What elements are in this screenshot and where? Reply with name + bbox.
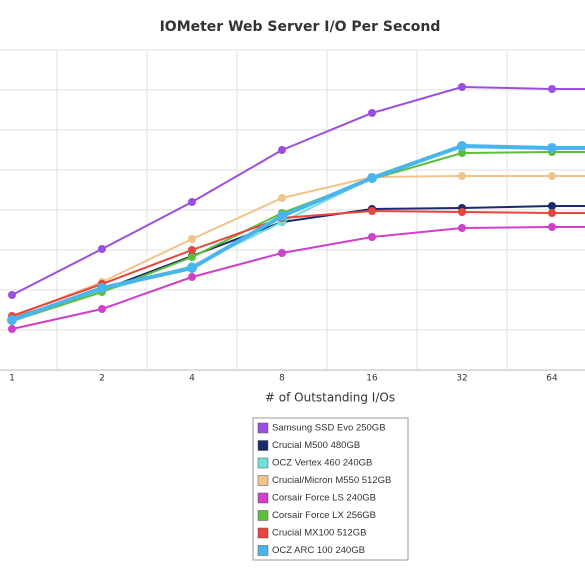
- data-point: [367, 173, 377, 183]
- data-point: [188, 253, 196, 261]
- data-point: [8, 325, 16, 333]
- data-point: [457, 141, 467, 151]
- data-point: [458, 224, 466, 232]
- x-tick-label: 64: [546, 374, 558, 384]
- series-line: [11, 205, 585, 319]
- data-point: [188, 198, 196, 206]
- x-axis-label: # of Outstanding I/Os: [265, 391, 395, 405]
- x-tick-label: 4: [189, 374, 195, 384]
- series-line: [11, 151, 585, 322]
- data-point: [458, 208, 466, 216]
- data-point: [278, 146, 286, 154]
- data-point: [458, 149, 466, 157]
- legend-label: Crucial M500 480GB: [272, 440, 360, 451]
- legend-swatch: [257, 492, 269, 504]
- legend-label: Crucial MX100 512GB: [272, 528, 367, 539]
- series-line: [11, 85, 585, 296]
- legend-label: Corsair Force LS 240GB: [272, 493, 376, 504]
- data-point: [547, 143, 557, 153]
- chart-title: IOMeter Web Server I/O Per Second: [160, 19, 441, 35]
- data-point: [368, 109, 376, 117]
- legend-swatch: [257, 440, 269, 451]
- data-point: [187, 263, 197, 273]
- x-tick-label: 2: [99, 374, 105, 384]
- data-point: [188, 246, 196, 254]
- data-point: [188, 235, 196, 243]
- data-point: [458, 172, 466, 180]
- data-point: [368, 233, 376, 241]
- legend-label: OCZ Vertex 460 240GB: [272, 458, 372, 469]
- legend-label: OCZ ARC 100 240GB: [272, 545, 365, 556]
- data-point: [548, 172, 556, 180]
- data-point: [7, 315, 17, 325]
- data-point: [278, 194, 286, 202]
- data-point: [8, 291, 16, 299]
- series-line: [11, 143, 585, 322]
- data-point: [98, 245, 106, 253]
- data-point: [278, 249, 286, 257]
- legend-swatch: [257, 457, 269, 469]
- legend-label: Samsung SSD Evo 250GB: [272, 423, 386, 434]
- legend-swatch: [257, 510, 269, 521]
- x-tick-label: 8: [279, 374, 285, 384]
- data-point: [98, 305, 106, 313]
- series-line: [11, 209, 585, 317]
- legend-swatch: [257, 527, 269, 539]
- x-tick-label: 32: [456, 374, 467, 384]
- data-point: [188, 273, 196, 281]
- data-point: [548, 85, 556, 93]
- legend-label: Crucial/Micron M550 512GB: [272, 475, 391, 486]
- data-point: [277, 211, 287, 221]
- data-point: [548, 202, 556, 210]
- x-tick-label: 1: [9, 374, 15, 384]
- data-point: [368, 207, 376, 215]
- data-point: [548, 209, 556, 217]
- series-line: [11, 175, 585, 318]
- legend-label: Corsair Force LX 256GB: [272, 510, 376, 521]
- legend-swatch: [257, 422, 269, 434]
- data-point: [548, 223, 556, 231]
- x-tick-label: 16: [366, 374, 378, 384]
- data-point: [97, 283, 107, 293]
- series-line: [11, 226, 585, 330]
- legend-swatch: [257, 545, 269, 556]
- legend-swatch: [257, 475, 269, 486]
- data-point: [458, 83, 466, 91]
- legend-box: [252, 417, 409, 561]
